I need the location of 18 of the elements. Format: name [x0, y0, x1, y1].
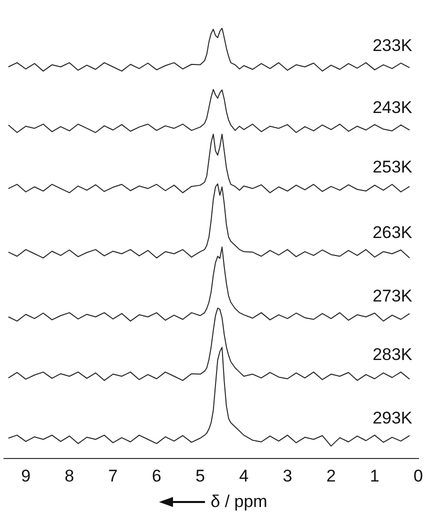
x-tick-label: 5	[196, 466, 205, 486]
series-label: 273K	[372, 286, 413, 306]
x-tick-label: 3	[282, 466, 292, 486]
x-tick-label: 9	[21, 466, 31, 486]
series-label: 243K	[372, 98, 413, 117]
x-tick-label: 8	[64, 466, 74, 486]
x-axis-title: δ / ppm	[210, 492, 268, 512]
x-tick-label: 1	[370, 466, 380, 486]
series-label: 253K	[372, 158, 413, 177]
series-label: 283K	[372, 345, 413, 364]
x-tick-label: 6	[152, 466, 162, 486]
series-label: 293K	[372, 408, 413, 428]
x-tick-label: 4	[239, 466, 249, 486]
series-label: 233K	[372, 36, 413, 55]
x-tick-label: 7	[108, 466, 118, 486]
series-label: 263K	[372, 222, 413, 242]
x-tick-label: 2	[326, 466, 336, 486]
x-tick-label: 0	[414, 466, 424, 486]
